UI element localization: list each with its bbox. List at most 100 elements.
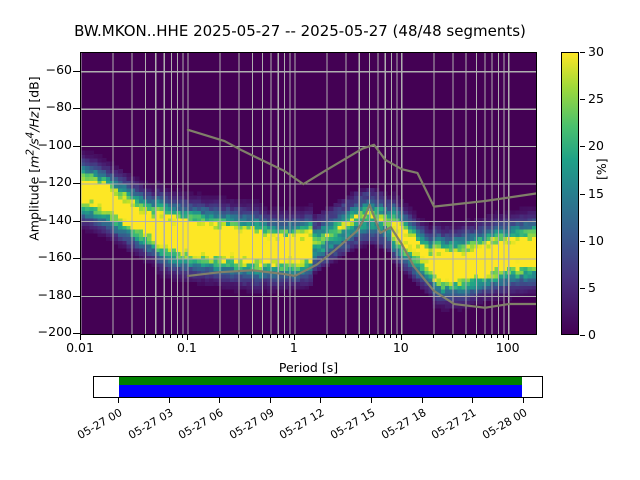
x-tick-minor (502, 335, 504, 338)
x-tick-minor (491, 335, 493, 338)
x-tick-minor (358, 335, 360, 338)
x-tick-minor (237, 335, 239, 338)
x-tick-minor (497, 335, 499, 338)
colorbar-tick-mark (580, 52, 585, 53)
time-tick-mark (117, 398, 119, 403)
x-tick-minor (270, 335, 272, 338)
gridlines (81, 53, 536, 334)
y-tick-label: −140 (37, 211, 72, 227)
time-tick-mark (168, 398, 170, 403)
colorbar (561, 52, 579, 335)
colorbar-tick-label: 5 (588, 279, 596, 295)
x-tick-minor (395, 335, 397, 338)
x-tick-minor (261, 335, 263, 338)
x-tick-minor (368, 335, 370, 338)
y-tick-mark (73, 258, 80, 260)
time-tick-mark (269, 398, 271, 403)
time-tick-mark (320, 398, 322, 403)
colorbar-tick-mark (580, 240, 585, 242)
x-tick-minor (384, 335, 386, 338)
x-tick-minor (182, 335, 184, 338)
y-tick-label: −80 (45, 99, 72, 115)
y-tick-label: −100 (37, 136, 72, 152)
x-tick-minor (283, 335, 285, 338)
y-tick-mark (73, 295, 80, 297)
x-tick-label: 100 (495, 340, 520, 355)
colorbar-tick-label: 30 (588, 44, 604, 59)
x-tick-minor (131, 335, 133, 338)
y-tick-label: −200 (37, 324, 72, 339)
x-axis-label: Period [s] (278, 360, 339, 375)
x-tick-mark (400, 335, 402, 340)
y-tick-mark (73, 70, 80, 72)
x-tick-minor (377, 335, 379, 338)
time-tick-label: 05-27 21 (429, 406, 479, 442)
y-tick-label: −180 (37, 286, 72, 302)
noise-model-high-line (186, 128, 536, 208)
y-tick-mark (73, 220, 80, 222)
x-tick-mark (293, 335, 295, 340)
colorbar-tick-mark (580, 287, 585, 289)
time-coverage-axis (93, 376, 543, 398)
time-tick-label: 05-27 18 (378, 406, 428, 442)
time-tick-mark (472, 398, 474, 403)
x-tick-minor (144, 335, 146, 338)
x-tick-label: 0.1 (176, 340, 197, 355)
x-tick-minor (163, 335, 165, 338)
y-tick-label: −160 (37, 249, 72, 265)
time-tick-label: 05-27 00 (74, 406, 125, 442)
ppsd-canvas (81, 53, 536, 334)
x-tick-label: 10 (392, 340, 409, 355)
y-tick-label: −60 (45, 61, 72, 77)
time-tick-mark (421, 398, 423, 403)
x-tick-minor (432, 335, 434, 338)
x-tick-minor (288, 335, 290, 338)
x-tick-mark (80, 335, 81, 340)
x-tick-minor (154, 335, 156, 338)
x-tick-minor (465, 335, 467, 338)
x-tick-minor (475, 335, 477, 338)
coverage-bar-blue (118, 385, 522, 397)
ppsd-plot-area (80, 52, 537, 335)
x-tick-minor (219, 335, 221, 338)
x-tick-minor (390, 335, 392, 338)
x-tick-minor (251, 335, 253, 338)
colorbar-tick-label: 20 (588, 138, 604, 154)
time-tick-label: 05-27 15 (328, 406, 378, 442)
y-tick-label: −120 (37, 174, 72, 190)
x-tick-minor (176, 335, 178, 338)
noise-model-low-line (186, 203, 536, 309)
x-tick-minor (326, 335, 328, 338)
page-title: BW.MKON..HHE 2025-05-27 -- 2025-05-27 (4… (74, 22, 526, 40)
time-tick-label: 05-27 12 (277, 406, 327, 442)
colorbar-tick-label: 15 (588, 185, 604, 201)
x-tick-minor (344, 335, 346, 338)
colorbar-tick-label: 10 (588, 232, 604, 248)
x-tick-label: 1 (289, 340, 298, 355)
time-tick-mark (219, 398, 220, 403)
x-tick-minor (277, 335, 279, 338)
x-tick-minor (483, 335, 485, 338)
y-tick-mark (73, 108, 80, 110)
time-tick-mark (522, 398, 524, 403)
colorbar-tick-mark (580, 146, 585, 148)
time-tick-label: 05-28 00 (479, 406, 530, 442)
x-tick-minor (170, 335, 172, 338)
time-tick-label: 05-27 03 (125, 406, 176, 442)
x-tick-label: 0.01 (66, 340, 94, 355)
y-tick-mark (73, 183, 80, 185)
colorbar-tick-mark (580, 335, 585, 336)
x-tick-mark (507, 335, 509, 340)
colorbar-tick-mark (580, 99, 585, 101)
y-tick-mark (73, 333, 80, 334)
colorbar-tick-label: 0 (588, 327, 596, 342)
colorbar-tick-label: 25 (588, 91, 604, 107)
x-tick-mark (186, 335, 188, 340)
time-tick-label: 05-27 06 (176, 406, 226, 442)
time-tick-label: 05-27 09 (227, 406, 277, 442)
y-tick-mark (73, 145, 80, 147)
colorbar-tick-mark (580, 193, 585, 195)
x-tick-minor (451, 335, 453, 338)
x-tick-minor (112, 335, 114, 338)
